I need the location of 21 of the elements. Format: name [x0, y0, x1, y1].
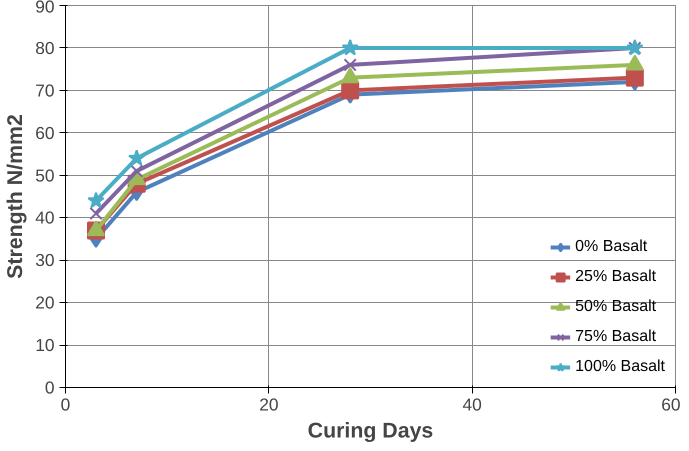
- y-tick-label: 70: [35, 80, 55, 100]
- x-tick-label: 0: [60, 394, 70, 414]
- legend-label: 0% Basalt: [575, 238, 648, 256]
- y-tick-label: 10: [35, 335, 55, 356]
- x-tick-label: 60: [661, 394, 681, 414]
- y-tick-label: 50: [35, 165, 55, 186]
- legend-label: 25% Basalt: [575, 268, 656, 286]
- y-tick-label: 0: [44, 378, 55, 398]
- legend-label: 50% Basalt: [575, 298, 656, 316]
- y-tick-label: 30: [35, 250, 55, 270]
- y-tick-label: 60: [35, 122, 55, 143]
- x-tick-label: 20: [259, 394, 278, 414]
- x-axis-title: Curing Days: [308, 418, 434, 442]
- legend-label: 100% Basalt: [575, 358, 665, 376]
- y-tick-label: 80: [35, 38, 55, 58]
- y-tick-label: 20: [35, 292, 55, 313]
- y-tick-label: 40: [35, 208, 55, 228]
- y-tick-label: 90: [35, 0, 55, 16]
- x-tick-label: 40: [462, 394, 482, 414]
- legend-label: 75% Basalt: [575, 328, 656, 346]
- y-axis-title: Strength N/mm2: [3, 114, 28, 279]
